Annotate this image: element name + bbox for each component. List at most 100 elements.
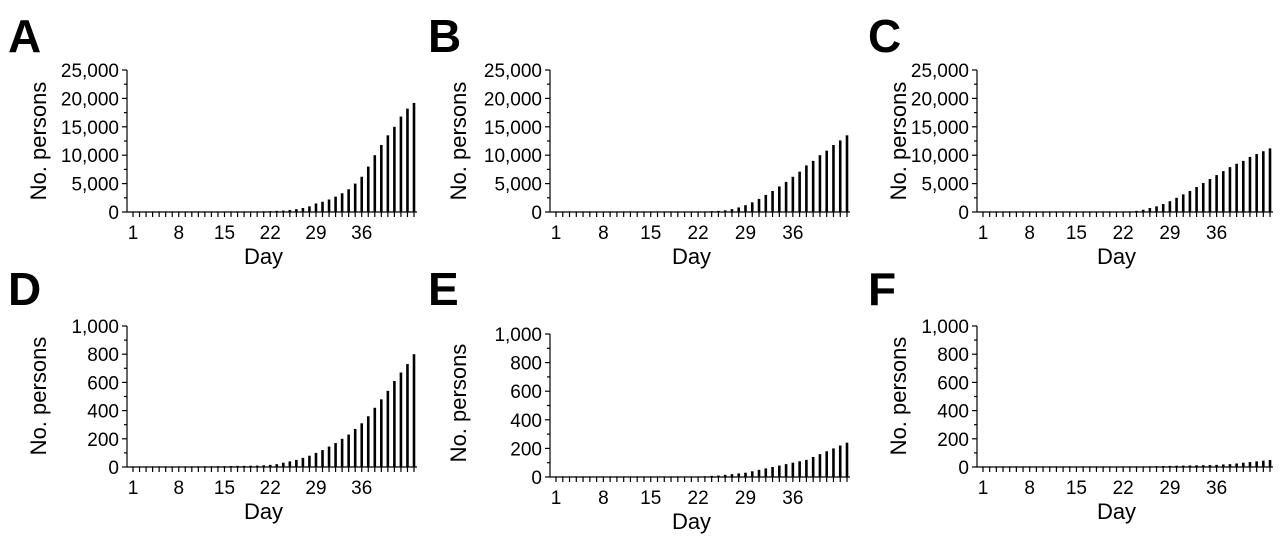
bar-day-21 — [690, 211, 693, 212]
bar-day-7 — [1021, 211, 1025, 212]
bar-day-34 — [778, 465, 781, 477]
bar-day-22 — [268, 464, 272, 467]
bar-day-24 — [282, 210, 285, 212]
bar-day-32 — [764, 468, 768, 477]
x-tick-label: 36 — [1206, 478, 1227, 499]
bar-day-29 — [314, 203, 318, 212]
bar-day-20 — [255, 211, 259, 212]
bar-day-1 — [981, 466, 985, 467]
x-tick-label: 22 — [260, 223, 281, 244]
bar-day-20 — [1108, 466, 1112, 467]
y-tick-label: 5,000 — [494, 175, 542, 196]
bar-day-1 — [131, 211, 135, 212]
bar-day-4 — [151, 466, 154, 467]
bar-day-30 — [1175, 465, 1178, 467]
bar-day-31 — [757, 198, 761, 212]
bar-day-3 — [568, 211, 571, 212]
bar-day-6 — [1015, 466, 1018, 467]
bar-day-37 — [798, 461, 801, 477]
bar-day-30 — [321, 450, 324, 467]
y-tick-label: 200 — [87, 430, 119, 451]
bar-day-37 — [798, 171, 801, 212]
bar-day-40 — [818, 155, 822, 212]
bar-day-14 — [216, 211, 220, 212]
bar-day-10 — [190, 466, 194, 467]
bar-day-30 — [750, 202, 754, 212]
bar-day-40 — [386, 135, 390, 212]
bar-day-24 — [710, 475, 713, 477]
bar-day-2 — [988, 211, 991, 212]
bar-day-20 — [1108, 211, 1112, 212]
panel-letter: C — [868, 10, 901, 62]
x-tick-label: 29 — [305, 478, 326, 499]
x-tick-label: 29 — [735, 223, 756, 244]
bar-day-8 — [177, 466, 181, 467]
bar-day-11 — [1048, 466, 1052, 467]
bar-day-6 — [1015, 211, 1018, 212]
bar-day-14 — [216, 466, 220, 467]
y-tick-label: 20,000 — [484, 89, 542, 110]
bar-day-15 — [1075, 211, 1078, 212]
bar-day-43 — [406, 364, 409, 467]
bar-day-5 — [1008, 466, 1011, 467]
y-tick-label: 0 — [108, 458, 119, 479]
bar-day-28 — [737, 473, 741, 477]
bar-day-21 — [690, 476, 693, 477]
bar-day-36 — [791, 176, 795, 212]
bar-day-13 — [1061, 466, 1065, 467]
bar-day-13 — [635, 211, 639, 212]
bar-day-27 — [301, 208, 305, 212]
bar-day-43 — [838, 140, 842, 212]
bar-day-19 — [676, 476, 680, 477]
bar-day-35 — [1208, 465, 1212, 467]
bar-day-18 — [1095, 211, 1098, 212]
bar-day-2 — [988, 466, 991, 467]
bar-day-18 — [242, 211, 246, 212]
bar-day-40 — [1242, 160, 1245, 212]
y-tick-label: 800 — [937, 345, 969, 366]
bar-day-26 — [723, 474, 727, 477]
bar-day-29 — [1168, 201, 1172, 212]
bar-day-41 — [1248, 156, 1252, 212]
bar-day-16 — [656, 211, 659, 212]
bar-day-36 — [791, 462, 795, 477]
bar-day-41 — [1248, 462, 1252, 467]
bar-day-44 — [1268, 459, 1272, 467]
bar-day-27 — [730, 209, 734, 212]
bar-day-23 — [275, 210, 279, 212]
bar-day-34 — [347, 434, 350, 467]
bar-day-17 — [1088, 211, 1092, 212]
bar-day-1 — [131, 466, 135, 467]
panel-b: B 0 5,000 10,000 15,000 20,000 25,000 1 8 15 22 29 3… — [428, 10, 850, 269]
bar-day-28 — [308, 206, 311, 212]
bar-day-12 — [203, 211, 207, 212]
bar-day-36 — [1215, 464, 1218, 467]
bar-day-5 — [157, 211, 161, 212]
bar-day-19 — [676, 211, 680, 212]
x-tick-label: 8 — [598, 223, 609, 244]
y-tick-label: 20,000 — [911, 89, 969, 110]
bar-day-28 — [737, 207, 741, 212]
bar-day-37 — [366, 416, 370, 467]
y-tick-label: 600 — [937, 373, 969, 394]
y-tick-label: 0 — [531, 468, 542, 489]
y-tick-label: 25,000 — [61, 61, 119, 82]
y-tick-label: 200 — [937, 430, 969, 451]
bar-day-11 — [622, 211, 625, 212]
bar-day-36 — [360, 176, 364, 212]
bar-day-37 — [1221, 464, 1225, 467]
bar-day-41 — [393, 126, 396, 212]
y-tick-label: 5,000 — [921, 175, 969, 196]
bar-day-39 — [380, 144, 383, 212]
bar-day-28 — [308, 455, 311, 467]
bar-day-31 — [327, 446, 331, 467]
bar-day-16 — [229, 466, 233, 467]
bar-day-44 — [412, 102, 416, 212]
bar-day-16 — [656, 476, 659, 477]
bar-day-4 — [1001, 466, 1005, 467]
bar-day-20 — [683, 211, 686, 212]
bar-day-10 — [615, 211, 619, 212]
bar-day-30 — [1175, 197, 1178, 212]
bar-day-12 — [1055, 466, 1058, 467]
